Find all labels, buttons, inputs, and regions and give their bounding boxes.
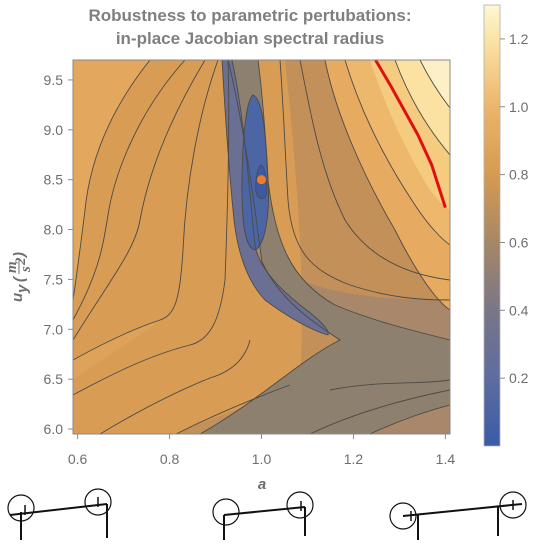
y-axis-label-den-exp: 2: [13, 257, 29, 266]
y-tick-label: 9.5: [44, 72, 64, 88]
contour-line: [419, 60, 450, 109]
contour-line: [394, 60, 450, 156]
contour-line: [369, 404, 450, 434]
colorbar-tick-label: 1.0: [509, 99, 529, 115]
y-axis-label-paren-open: (: [11, 275, 28, 282]
y-tick-label: 6.0: [44, 421, 64, 437]
y-axis-label-paren-close: ): [11, 252, 28, 259]
contour-region-1.2: [420, 60, 450, 108]
y-tick-label: 7.5: [44, 271, 64, 287]
y-tick-label: 8.0: [44, 222, 64, 238]
joint-circle: [84, 488, 112, 516]
contour-region-left-0.75: [73, 320, 160, 380]
joint-circle: [499, 491, 527, 519]
critical-contour-line: [374, 59, 447, 209]
x-axis: 0.6 0.8 1.0 1.2 1.4: [68, 434, 455, 467]
y-axis-label-sub: y: [14, 284, 31, 294]
contour-lines: [73, 60, 450, 434]
x-tick-label: 1.4: [436, 451, 456, 467]
link-line: [9, 503, 108, 516]
contour-line: [255, 164, 267, 199]
x-axis-label: a: [258, 476, 266, 493]
joint-circle: [212, 498, 240, 526]
contour-line: [324, 60, 450, 311]
contour-line: [73, 60, 219, 361]
y-axis: 6.0 6.5 7.0 7.5 8.0 8.5 9.0 9.5: [44, 72, 73, 437]
colorbar-tick-label: 0.6: [509, 234, 529, 250]
y-axis-label-den: s: [18, 266, 34, 273]
colorbar: [484, 5, 500, 446]
chart-title-line-1: Robustness to parametric pertubations:: [88, 6, 412, 25]
configuration-middle: [212, 491, 314, 540]
contour-line: [73, 60, 230, 396]
contour-line: [309, 389, 450, 434]
colorbar-ticks: 0.2 0.4 0.6 0.8 1.0 1.2: [500, 31, 529, 386]
contour-line: [73, 60, 206, 341]
configuration-right: [389, 491, 527, 540]
minimum-point-marker: [257, 175, 266, 185]
configuration-left: [7, 488, 112, 540]
joint-circle: [389, 502, 417, 530]
colorbar-tick-label: 1.2: [509, 31, 529, 47]
y-tick-label: 7.0: [44, 321, 64, 337]
contour-line: [257, 60, 450, 341]
contour-line: [299, 60, 450, 281]
contour-line: [329, 379, 450, 391]
y-tick-label: 6.5: [44, 371, 64, 387]
x-tick-label: 0.6: [68, 451, 88, 467]
contour-line: [279, 60, 450, 301]
link-line: [223, 506, 306, 516]
contour-line: [175, 384, 291, 434]
colorbar-tick-label: 0.2: [509, 370, 529, 386]
contour-line: [199, 60, 341, 434]
chart-title-line-2: in-place Jacobian spectral radius: [115, 29, 385, 48]
contour-region-0.3: [222, 60, 329, 335]
colorbar-frame: [483, 4, 501, 447]
x-tick-label: 0.8: [160, 451, 180, 467]
contour-region-left-0.8: [73, 60, 150, 300]
contour-fills: [73, 60, 450, 434]
y-axis-label-num: m: [4, 261, 20, 273]
x-tick-label: 1.0: [252, 451, 272, 467]
y-axis-label-var: u: [9, 293, 26, 302]
y-tick-label: 9.0: [44, 122, 64, 138]
contour-region-0.2: [242, 95, 269, 250]
contour-line: [73, 60, 151, 301]
contour-line: [221, 60, 329, 336]
x-tick-label: 1.2: [344, 451, 364, 467]
contour-line: [73, 60, 186, 321]
chart-title: Robustness to parametric pertubations: i…: [40, 4, 460, 50]
colorbar-tick-label: 0.4: [509, 302, 529, 318]
colorbar-tick-label: 0.8: [509, 167, 529, 183]
link-line: [402, 503, 523, 517]
contour-line: [344, 60, 450, 246]
y-axis-label: u y ( m s 2 ): [4, 252, 34, 302]
y-tick-label: 8.5: [44, 172, 64, 188]
joint-circle: [286, 491, 314, 519]
contour-line: [99, 339, 251, 434]
